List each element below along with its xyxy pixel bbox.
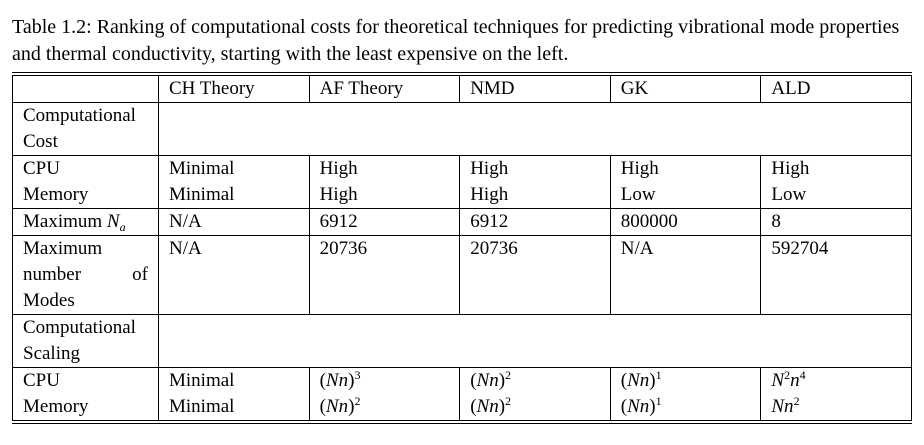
- cell-value: Low: [771, 184, 807, 205]
- math-exponent: 3: [354, 368, 361, 382]
- row-label-word: number: [23, 264, 82, 285]
- cell-value: High: [470, 184, 509, 205]
- cell-nmd-scaling: (Nn)2 (Nn)2: [459, 367, 611, 420]
- row-label-max-modes: Maximum number of Modes: [12, 235, 159, 315]
- math-exponent: 2: [354, 394, 361, 408]
- cell-value: High: [771, 158, 810, 179]
- table-caption: Table 1.2: Ranking of computational cost…: [12, 16, 900, 65]
- math-expression: (Nn)1: [620, 368, 662, 391]
- cell-nmd-cpu-memory: High High: [459, 155, 611, 209]
- bottom-double-rule-1: [12, 420, 912, 421]
- section-label-cost: Computational Cost: [12, 102, 159, 156]
- row-label-scaling-memory: Memory: [23, 396, 89, 417]
- cell-value: 592704: [760, 235, 912, 315]
- math-exponent: 4: [799, 368, 806, 382]
- header-nmd: NMD: [459, 76, 611, 103]
- section-cost-spacer: [158, 102, 912, 156]
- ranking-table: CH Theory AF Theory NMD GK ALD Computati…: [12, 72, 912, 424]
- cell-value: High: [470, 158, 509, 179]
- row-label-max-modes-line3: Modes: [23, 290, 75, 311]
- header-ald: ALD: [760, 76, 912, 103]
- math-expression: (Nn)1: [620, 394, 662, 417]
- row-label-max-na: Maximum Na: [12, 208, 159, 236]
- cell-value: 8: [760, 208, 912, 236]
- math-exponent: 1: [655, 394, 662, 408]
- bottom-double-rule-2: [12, 423, 912, 424]
- header-row: CH Theory AF Theory NMD GK ALD: [12, 76, 912, 103]
- cell-value: 20736: [308, 235, 461, 315]
- row-label-cpu-memory: CPU Memory: [12, 155, 159, 209]
- math-subscript-a: a: [119, 220, 126, 234]
- cell-value: N/A: [609, 235, 762, 315]
- math-exponent: 2: [505, 394, 512, 408]
- header-empty-cell: [12, 76, 159, 103]
- section-label-cost-line1: Computational: [23, 105, 136, 126]
- cell-value: High: [319, 184, 358, 205]
- math-expression: (Nn)2: [470, 368, 512, 391]
- row-label-max-modes-line1: Maximum: [23, 238, 103, 259]
- row-label-scaling-cpu: CPU: [23, 370, 60, 391]
- top-double-rule-1: [12, 72, 912, 73]
- math-expression: Nn2: [771, 394, 800, 417]
- section-scaling-spacer: [158, 314, 912, 368]
- table-row-cpu-memory: CPU Memory Minimal Minimal High High Hig…: [12, 155, 912, 209]
- cell-ch-scaling: Minimal Minimal: [158, 367, 310, 420]
- math-expression: (Nn)3: [319, 368, 361, 391]
- cell-value: 20736: [459, 235, 611, 315]
- cell-value: Minimal: [169, 184, 235, 205]
- cell-value: N/A: [158, 235, 310, 315]
- row-label-scaling-cpu-memory: CPU Memory: [12, 367, 159, 420]
- section-label-cost-line2: Cost: [23, 131, 58, 152]
- math-exponent: 2: [505, 368, 512, 382]
- row-label-word: of: [132, 264, 148, 285]
- cell-value: Minimal: [169, 396, 235, 417]
- top-double-rule-2: [12, 75, 912, 76]
- cell-value: 800000: [609, 208, 762, 236]
- cell-value: Minimal: [169, 158, 235, 179]
- cell-gk-scaling: (Nn)1 (Nn)1: [609, 367, 762, 420]
- section-computational-scaling: Computational Scaling: [12, 314, 912, 368]
- math-exponent: 2: [793, 394, 800, 408]
- table-row-scaling: CPU Memory Minimal Minimal (Nn)3 (Nn)2 (…: [12, 367, 912, 420]
- cell-af-scaling: (Nn)3 (Nn)2: [308, 367, 461, 420]
- math-expression: (Nn)2: [319, 394, 361, 417]
- table-row-max-na: Maximum Na N/A 6912 6912 800000 8: [12, 208, 912, 236]
- row-label-max-modes-line2: number of: [23, 262, 148, 288]
- cell-value: Minimal: [169, 370, 235, 391]
- ranking-table-grid: CH Theory AF Theory NMD GK ALD Computati…: [12, 76, 912, 420]
- cell-value: High: [620, 158, 659, 179]
- cell-value: 6912: [459, 208, 611, 236]
- cell-gk-cpu-memory: High Low: [609, 155, 762, 209]
- cell-ch-cpu-memory: Minimal Minimal: [158, 155, 310, 209]
- math-symbol-N: N: [106, 211, 120, 232]
- math-exponent: 2: [784, 368, 791, 382]
- cell-value: Low: [620, 184, 656, 205]
- header-af-theory: AF Theory: [308, 76, 461, 103]
- header-ch-theory: CH Theory: [158, 76, 310, 103]
- cell-af-cpu-memory: High High: [308, 155, 461, 209]
- cell-ald-cpu-memory: High Low: [760, 155, 912, 209]
- row-label-cpu: CPU: [23, 158, 60, 179]
- section-computational-cost: Computational Cost: [12, 102, 912, 156]
- math-exponent: 1: [655, 368, 662, 382]
- section-label-scaling-line1: Computational: [23, 317, 136, 338]
- row-label-memory: Memory: [23, 184, 89, 205]
- cell-value: 6912: [308, 208, 461, 236]
- math-expression: N2n4: [771, 368, 806, 391]
- row-label-max-na-text: Maximum: [23, 211, 103, 232]
- section-label-scaling-line2: Scaling: [23, 343, 80, 364]
- cell-value: High: [319, 158, 358, 179]
- cell-value: N/A: [158, 208, 310, 236]
- header-gk: GK: [609, 76, 762, 103]
- math-expression: (Nn)2: [470, 394, 512, 417]
- section-label-scaling: Computational Scaling: [12, 314, 159, 368]
- table-row-max-modes: Maximum number of Modes N/A 20736 20736 …: [12, 235, 912, 315]
- cell-ald-scaling: N2n4 Nn2: [760, 367, 912, 420]
